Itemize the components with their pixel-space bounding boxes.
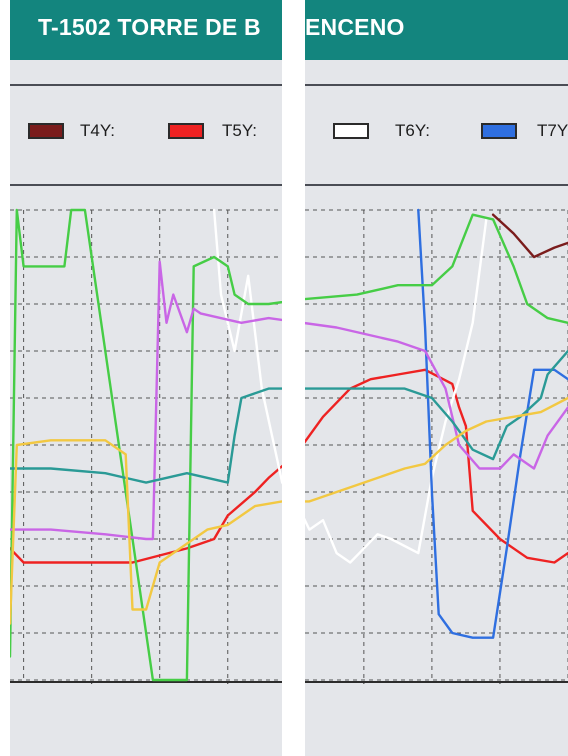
legend-swatch-t5y: [168, 123, 204, 139]
series-line-7: [10, 387, 282, 484]
legend-swatch-t7y: [481, 123, 517, 139]
series-line-3: [212, 208, 282, 485]
series-line-4: [417, 208, 568, 639]
series-line-5: [305, 213, 568, 325]
chart-title-left: T-1502 TORRE DE B: [38, 14, 261, 40]
legend-swatch-t4y: [28, 123, 64, 139]
series-line-2: [10, 464, 282, 564]
left-chart-panel: T-1502 TORRE DE B T4Y: T5Y: 54: [10, 0, 282, 756]
divider: [305, 84, 568, 86]
series-line-3: [305, 218, 488, 564]
series-line-8: [10, 439, 282, 625]
plot-area-left: 54: [10, 188, 282, 684]
legend-label-t6y: T6Y:: [395, 121, 430, 140]
legend-label-t4y: T4Y:: [80, 121, 115, 140]
title-bar: T-1502 TORRE DE B: [10, 0, 282, 60]
legend-swatch-t6y: [333, 123, 369, 139]
series-line-8: [305, 396, 568, 503]
plot-area-right: 32: [305, 188, 568, 684]
right-chart-panel: ENCENO T6Y: T7Y 32: [305, 0, 568, 756]
title-bar: ENCENO: [305, 0, 568, 60]
legend-label-t7y: T7Y: [537, 121, 568, 140]
plot-background: [305, 188, 568, 684]
series-line-1: [491, 213, 568, 259]
divider: [10, 84, 282, 86]
plot-background: [10, 188, 282, 684]
chart-title-right: ENCENO: [305, 14, 405, 40]
divider: [10, 184, 282, 186]
legend-label-t5y: T5Y:: [222, 121, 257, 140]
series-line-6: [305, 321, 568, 470]
series-line-6: [10, 260, 282, 541]
divider: [305, 184, 568, 186]
series-line-7: [305, 349, 568, 461]
series-line-5: [10, 208, 282, 682]
